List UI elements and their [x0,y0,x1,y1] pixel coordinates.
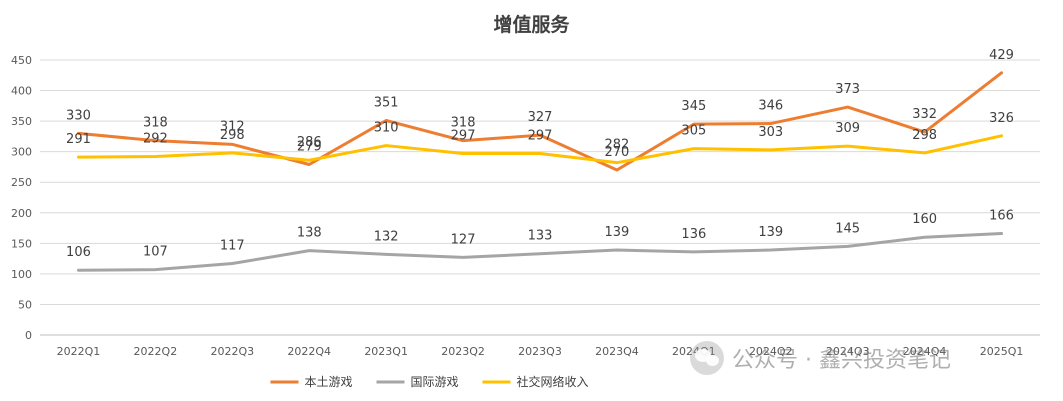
data-label: 332 [912,107,937,122]
data-label: 127 [451,232,476,247]
data-label: 318 [451,116,476,131]
data-label: 298 [220,128,245,143]
data-label: 270 [605,145,630,160]
series-line-3 [76,134,1004,165]
data-label: 318 [143,116,168,131]
data-label: 298 [912,128,937,143]
data-label: 429 [989,48,1014,63]
data-label: 286 [297,135,322,150]
data-label: 139 [605,225,630,240]
data-label: 166 [989,209,1014,224]
y-tick-label: 50 [18,298,32,311]
y-tick-label: 200 [11,207,32,220]
data-label: 373 [835,82,860,97]
wechat-icon [690,341,724,375]
x-tick-label: 2024Q2 [749,345,793,358]
x-tick-label: 2022Q1 [57,345,101,358]
y-tick-label: 350 [11,115,32,128]
data-label: 327 [528,110,553,125]
legend-label: 社交网络收入 [517,374,589,389]
x-tick-label: 2024Q3 [826,345,870,358]
chart-title: 增值服务 [493,14,570,36]
data-label: 139 [758,225,783,240]
data-label: 117 [220,239,245,254]
x-tick-label: 2023Q1 [364,345,408,358]
series-line-1 [76,71,1004,172]
data-label: 292 [143,132,168,147]
x-tick-label: 2022Q3 [210,345,254,358]
y-tick-label: 300 [11,146,32,159]
data-label: 136 [681,227,706,242]
y-tick-label: 100 [11,268,32,281]
data-label: 106 [66,245,91,260]
y-tick-label: 450 [11,54,32,67]
data-label: 133 [528,229,553,244]
data-label: 107 [143,245,168,260]
data-label: 310 [374,121,399,136]
data-label: 297 [528,129,553,144]
data-label: 145 [835,221,860,236]
data-label: 345 [681,99,706,114]
data-label: 351 [374,96,399,111]
data-label: 297 [451,129,476,144]
x-tick-label: 2023Q3 [518,345,562,358]
data-label: 305 [681,124,706,139]
data-label: 291 [66,132,91,147]
x-tick-label: 2022Q4 [287,345,331,358]
y-tick-label: 250 [11,176,32,189]
data-label: 326 [989,111,1014,126]
data-label: 132 [374,229,399,244]
data-label: 282 [605,138,630,153]
watermark: 公众号 · 鑫兴投资笔记 [690,338,951,378]
y-tick-label: 400 [11,85,32,98]
data-label: 346 [758,99,783,114]
data-label: 312 [220,119,245,134]
y-tick-label: 150 [11,237,32,250]
data-label: 309 [835,121,860,136]
x-tick-label: 2024Q4 [903,345,947,358]
data-label: 303 [758,125,783,140]
series-line-2 [76,232,1004,272]
legend-label: 国际游戏 [411,375,459,389]
data-label: 160 [912,212,937,227]
data-label: 279 [297,140,322,155]
x-tick-label: 2023Q4 [595,345,639,358]
x-tick-label: 2025Q1 [980,345,1024,358]
y-tick-label: 0 [25,329,32,342]
x-tick-label: 2023Q2 [441,345,485,358]
watermark-text: 公众号 · 鑫兴投资笔记 [732,348,951,373]
data-label: 330 [66,108,91,123]
x-tick-label: 2022Q2 [134,345,178,358]
legend-label: 本土游戏 [305,375,353,389]
data-label: 138 [297,226,322,241]
